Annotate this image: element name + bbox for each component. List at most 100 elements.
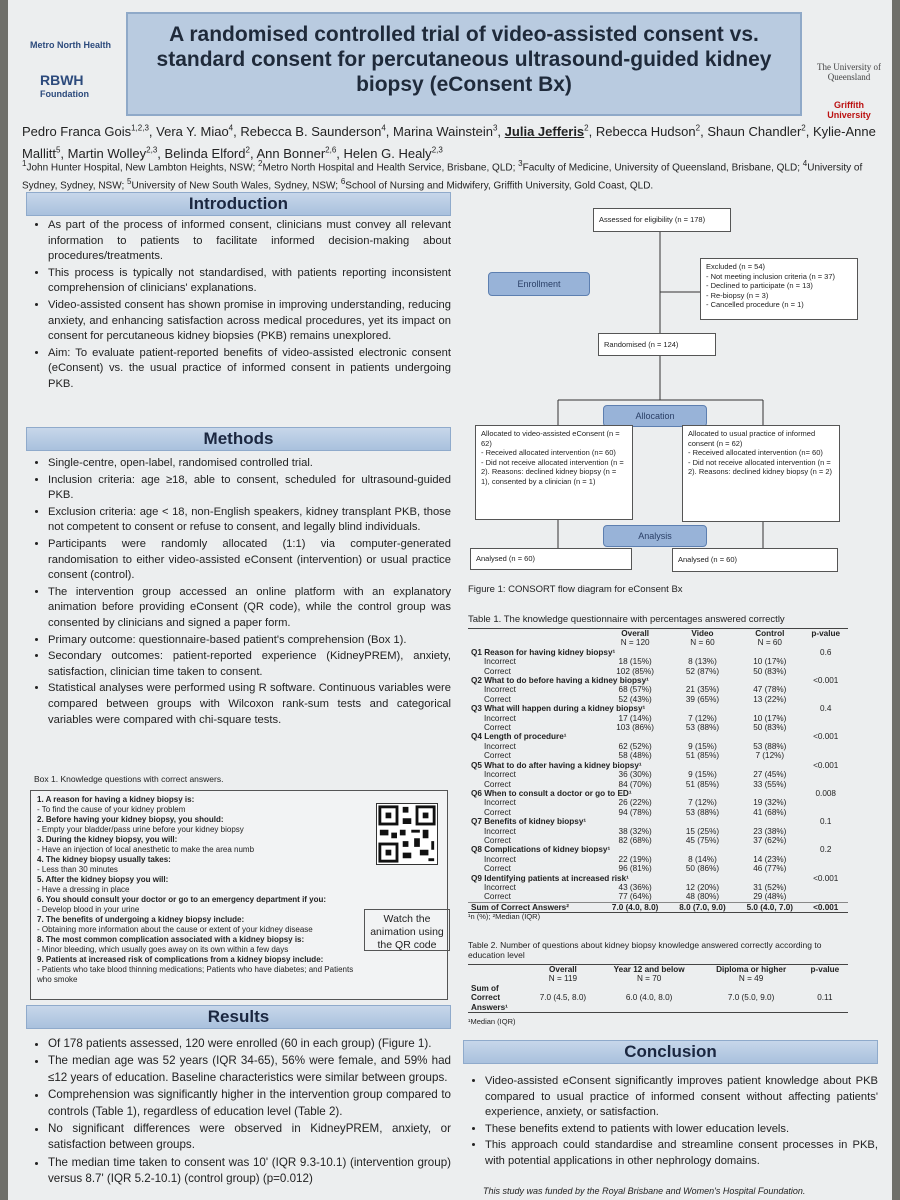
cell: <0.001 [813, 676, 839, 686]
column-header: Diploma or higher [716, 965, 787, 974]
table-row: Incorrect 26 (22%) 7 (12%) 19 (32%) [468, 798, 848, 807]
author-affiliation: 3 [492, 124, 498, 133]
cell: 0.4 [820, 704, 832, 714]
cell: Incorrect [484, 685, 516, 695]
section-heading: Conclusion [463, 1040, 878, 1064]
author-affiliation: 4 [228, 124, 234, 133]
cell: 13 (22%) [753, 694, 787, 704]
table-row: Incorrect 22 (19%) 8 (14%) 14 (23%) [468, 855, 848, 864]
cell: Correct [484, 864, 511, 874]
flow-stage: Enrollment [488, 272, 590, 296]
cell: 8.0 (7.0, 9.0) [679, 902, 726, 912]
answer: - Have an injection of local anesthetic … [37, 845, 255, 854]
cell [803, 883, 848, 892]
cell [803, 657, 848, 666]
author-affiliation: 2,3 [146, 145, 158, 155]
cell: Correct [484, 892, 511, 902]
cell: Q6 When to consult a doctor or go to ED¹ [471, 788, 632, 798]
question-row: Q8 Complications of kidney biopsy¹ 0.2 [468, 845, 848, 854]
cell: 46 (77%) [753, 864, 787, 874]
table-row: Incorrect 17 (14%) 7 (12%) 10 (17%) [468, 714, 848, 723]
author: Rebecca Hudson2, [596, 124, 704, 139]
cell: 0.008 [815, 788, 836, 798]
separator: , [249, 145, 254, 161]
affiliation: Faculty of Medicine, University of Queen… [522, 162, 800, 174]
header-row: Overall Year 12 and below Diploma or highe… [468, 965, 848, 974]
cell: 0.11 [817, 993, 833, 1003]
list-item: Comprehension was significantly higher i… [48, 1087, 451, 1120]
author-name: Rebecca B. Saunderson [240, 124, 382, 140]
column-header: Video [691, 629, 714, 638]
list-item: As part of the process of informed conse… [48, 218, 451, 265]
answer: - Patients who take blood thinning medic… [37, 965, 354, 984]
cell: <0.001 [813, 902, 839, 912]
answer: - Less than 30 minutes [37, 865, 118, 874]
cell: Sum of Correct Answers² [471, 902, 569, 912]
box-title: Box 1. Knowledge questions with correct … [34, 774, 224, 784]
cell [803, 742, 848, 751]
flow-text: Excluded (n = 54) [706, 262, 765, 271]
question: 7. The benefits of undergoing a kidney b… [37, 915, 245, 924]
cell: Q3 What will happen during a kidney biop… [471, 704, 646, 714]
question: 9. Patients at increased risk of complic… [37, 955, 324, 964]
answer: - To find the cause of your kidney probl… [37, 805, 186, 814]
author-affiliation: 4 [381, 124, 386, 133]
cell: 5.0 (4.0, 7.0) [746, 902, 794, 912]
table-grid: Overall Video Control p-value N = 120 N = 60 N… [468, 629, 848, 912]
cell [803, 827, 848, 836]
cell: 52 (87%) [685, 666, 720, 676]
column-header: Overall [621, 629, 650, 638]
question-row: Q9 Identifying patients at increased ris… [468, 874, 848, 883]
cell: 102 (85%) [616, 666, 655, 676]
cell: 14 (23%) [753, 854, 787, 864]
logo-text: Metro North Health [30, 40, 111, 50]
list-item: No significant differences were observed… [48, 1121, 451, 1154]
cell: 53 (88%) [753, 741, 787, 751]
author-name: Helen G. Healy [343, 145, 432, 161]
author-affiliation: 2,3 [431, 145, 443, 155]
answer: - Empty your bladder/pass urine before y… [37, 825, 244, 834]
cell: 53 (88%) [685, 723, 720, 733]
separator: , [497, 124, 502, 140]
column-n: N = 70 [636, 974, 662, 984]
author-name: Ann Bonner [256, 145, 326, 161]
cell [803, 808, 848, 817]
author: Vera Y. Miao4, [156, 124, 237, 139]
cell: Correct [484, 807, 511, 817]
header-row: N = 120 N = 60 N = 60 [468, 638, 848, 647]
author-name: Julia Jefferis [504, 124, 585, 140]
bullet-list: Single-centre, open-label, randomised co… [26, 456, 451, 729]
cell [803, 685, 848, 694]
list-item: - Did not receive allocated intervention… [688, 457, 833, 477]
affiliation-number: 2 [258, 159, 263, 168]
cell: Incorrect [484, 741, 516, 751]
table-row: Correct 103 (86%) 53 (88%) 50 (83%) [468, 723, 848, 732]
separator: , [157, 145, 161, 161]
list-item: Statistical analyses were performed usin… [48, 681, 451, 728]
table-row: Correct 96 (81%) 50 (86%) 46 (77%) [468, 864, 848, 873]
affiliation: University of Sydney, Sydney, NSW; [22, 162, 863, 192]
column-n [802, 974, 848, 983]
author: Kylie-Anne Mallitt5, [22, 124, 876, 160]
cell [468, 965, 528, 974]
answer: - Have a dressing in place [37, 885, 130, 894]
list-item: This process is typically not standardis… [48, 266, 451, 297]
list-item: Aim: To evaluate patient-reported benefi… [48, 346, 451, 393]
question: 5. After the kidney biopsy you will: [37, 875, 169, 884]
cell: 7.0 (4.0, 8.0) [611, 902, 659, 912]
author: Belinda Elford2, [165, 145, 254, 161]
cell: 48 (80%) [685, 892, 720, 902]
table-row: Correct 94 (78%) 53 (88%) 41 (68%) [468, 808, 848, 817]
cell: 37 (62%) [753, 835, 787, 845]
cell: <0.001 [813, 732, 839, 742]
cell: Q4 Length of procedure¹ [471, 732, 567, 742]
list-item: - Received allocated intervention (n= 60… [481, 448, 616, 457]
list-item: Primary outcome: questionnaire-based pat… [48, 633, 451, 649]
cell: 36 (30%) [618, 770, 652, 780]
author-name: Kylie-Anne Mallitt [22, 124, 876, 161]
cell: 94 (78%) [618, 807, 652, 817]
table-row: Correct 102 (85%) 52 (87%) 50 (83%) [468, 667, 848, 676]
section-heading: Results [26, 1005, 451, 1029]
cell [803, 864, 848, 873]
cell: Correct [484, 779, 511, 789]
